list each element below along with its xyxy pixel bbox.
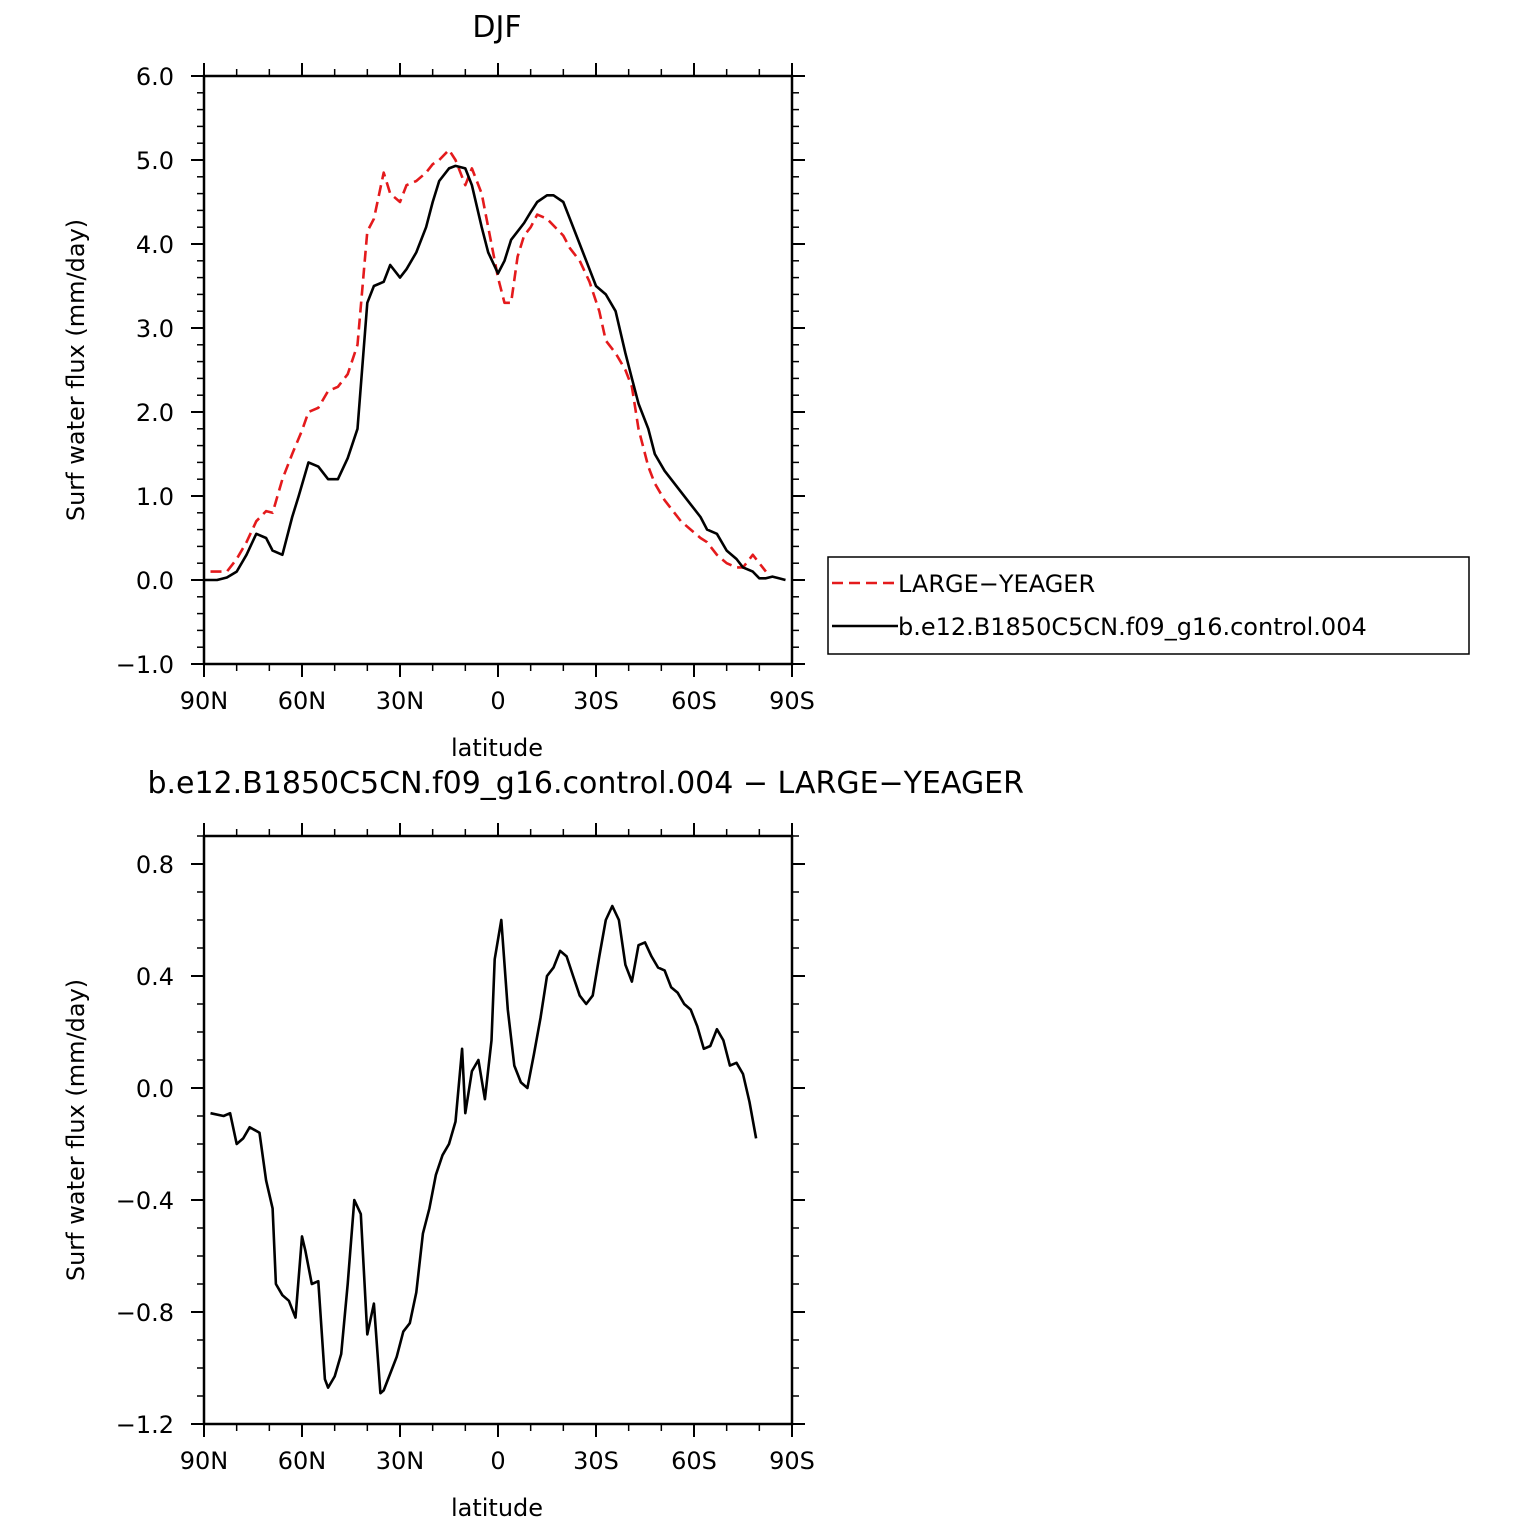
top-x-axis-label: latitude (451, 734, 543, 762)
y-tick-label: −0.8 (116, 1299, 174, 1327)
x-tick-label: 30S (573, 1447, 619, 1475)
top-chart-title: DJF (472, 10, 521, 45)
y-tick-label: 6.0 (136, 63, 174, 91)
bottom-panel: b.e12.B1850C5CN.f09_g16.control.004 − LA… (62, 766, 1024, 1522)
x-tick-label: 60N (278, 687, 327, 715)
y-tick-label: 0.8 (136, 851, 174, 879)
x-tick-label: 60S (671, 687, 717, 715)
difference-line (210, 904, 758, 1395)
bottom-series-group (210, 904, 758, 1395)
control-004-line (204, 164, 786, 582)
legend-label-large-yeager: LARGE−YEAGER (898, 570, 1095, 598)
x-tick-label: 90N (180, 687, 229, 715)
top-plot-frame (202, 74, 794, 666)
top-panel: DJF 90N 60N 30N 0 30S 60S 90S −1.0 0.0 1.0 2.0 3.0 4… (62, 10, 1470, 762)
y-tick-label: −0.4 (116, 1187, 174, 1215)
x-tick-label: 30N (376, 1447, 425, 1475)
y-tick-label: 1.0 (136, 483, 174, 511)
y-tick-label: 2.0 (136, 399, 174, 427)
large-yeager-line (210, 148, 767, 573)
y-tick-label: −1.0 (116, 651, 174, 679)
y-tick-label: 0.4 (136, 963, 174, 991)
x-tick-label: 30S (573, 687, 619, 715)
legend: LARGE−YEAGER b.e12.B1850C5CN.f09_g16.con… (827, 556, 1470, 655)
x-tick-label: 90S (769, 1447, 815, 1475)
top-series-group (204, 148, 786, 582)
y-tick-label: 5.0 (136, 147, 174, 175)
x-tick-label: 0 (490, 1447, 505, 1475)
top-y-axis-label: Surf water flux (mm/day) (62, 219, 90, 521)
x-tick-label: 30N (376, 687, 425, 715)
x-tick-label: 90N (180, 1447, 229, 1475)
y-tick-label: 0.0 (136, 1075, 174, 1103)
x-tick-label: 90S (769, 687, 815, 715)
y-tick-label: 0.0 (136, 567, 174, 595)
y-tick-label: 3.0 (136, 315, 174, 343)
bottom-chart-title: b.e12.B1850C5CN.f09_g16.control.004 − LA… (147, 766, 1024, 801)
bottom-plot-frame (202, 834, 794, 1426)
y-tick-label: 4.0 (136, 231, 174, 259)
bottom-x-axis-label: latitude (451, 1494, 543, 1522)
x-tick-label: 60S (671, 1447, 717, 1475)
x-tick-label: 0 (490, 687, 505, 715)
x-tick-label: 60N (278, 1447, 327, 1475)
y-tick-label: −1.2 (116, 1411, 174, 1439)
bottom-y-axis-label: Surf water flux (mm/day) (62, 979, 90, 1281)
bottom-axis-ticks: 90N 60N 30N 0 30S 60S 90S −1.2 −0.8 −0.4 0.0 0.4 0.8 (116, 823, 815, 1475)
top-axis-ticks: 90N 60N 30N 0 30S 60S 90S −1.0 0.0 1.0 2.0 3.0 4.0 5.… (116, 63, 815, 715)
legend-label-control-004: b.e12.B1850C5CN.f09_g16.control.004 (898, 613, 1367, 641)
legend-box (827, 556, 1470, 655)
